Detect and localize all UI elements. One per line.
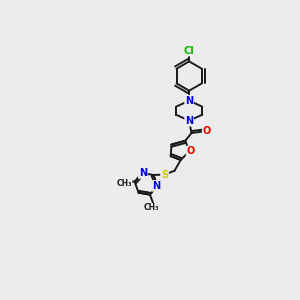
Text: O: O [203,127,211,136]
Text: CH₃: CH₃ [116,178,132,188]
Text: N: N [139,168,147,178]
Text: Cl: Cl [184,46,194,56]
Text: N: N [185,116,193,126]
Text: O: O [187,146,195,157]
Text: CH₃: CH₃ [144,203,159,212]
Text: S: S [161,169,168,180]
Text: N: N [185,96,193,106]
Text: N: N [153,181,161,191]
